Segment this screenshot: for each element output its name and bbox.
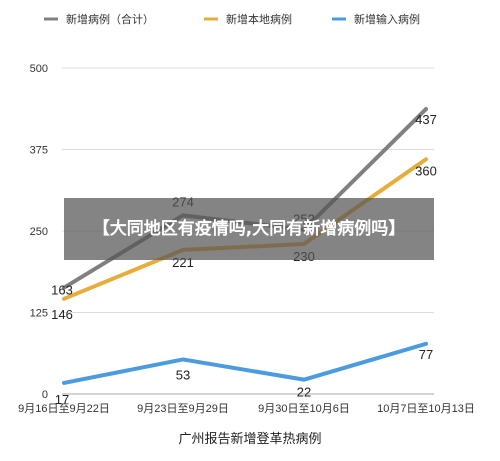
data-label: 22: [297, 385, 311, 400]
data-label: 17: [55, 392, 69, 407]
x-tick-label: 9月30日至10月6日: [258, 403, 350, 415]
headline-banner: 【大同地区有疫情吗,大同有新增病例吗】: [64, 198, 434, 260]
y-tick-label: 375: [30, 145, 48, 157]
data-label: 437: [415, 112, 437, 127]
x-tick-label: 9月16日至9月22日: [18, 403, 110, 415]
x-tick-label: 9月23日至9月29日: [137, 403, 229, 415]
data-label: 146: [51, 307, 73, 322]
y-tick-label: 250: [30, 226, 48, 238]
data-label: 163: [51, 283, 73, 298]
legend-label: 新增病例（合计）: [66, 12, 154, 26]
y-tick-label: 0: [42, 389, 48, 401]
series-line: [62, 341, 428, 385]
x-tick-label: 10月7日至10月13日: [377, 403, 475, 415]
legend: 新增病例（合计） 新增本地病例 新增输入病例: [44, 12, 420, 26]
data-label: 360: [415, 163, 437, 178]
data-label: 77: [419, 347, 433, 362]
x-axis-ticks: 9月16日至9月22日 9月23日至9月29日 9月30日至10月6日 10月7日至1…: [18, 403, 475, 415]
data-label: 53: [176, 367, 190, 382]
chart-title: 广州报告新增登革热病例: [178, 431, 321, 446]
y-tick-label: 500: [30, 63, 48, 75]
legend-label: 新增本地病例: [226, 12, 292, 26]
legend-label: 新增输入病例: [354, 12, 420, 26]
y-tick-label: 125: [30, 308, 48, 320]
y-axis-ticks: 0 125 250 375 500: [30, 63, 48, 401]
headline-text: 【大同地区有疫情吗,大同有新增病例吗】: [92, 218, 406, 239]
